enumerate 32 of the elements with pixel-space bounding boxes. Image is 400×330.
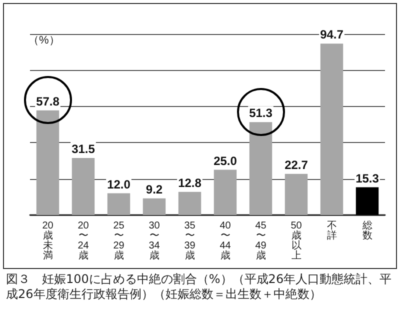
bar [178, 192, 202, 215]
x-tick-label: 45〜49歳 [255, 220, 267, 262]
data-label: 22.7 [284, 158, 308, 172]
x-tick-label: 50歳以上 [290, 220, 302, 262]
x-tick-label: 30〜34歳 [148, 220, 160, 262]
bar [320, 44, 344, 215]
data-label: 9.2 [146, 182, 163, 196]
bar [356, 187, 379, 215]
bar [36, 110, 60, 215]
text: 図３ 妊娠100に占める中絶の割合（%）（平成26年人口動態統計、平成26年度衛生行政報告例）（妊娠総数＝出生数＋中絶数） [6, 272, 393, 302]
bar [214, 170, 237, 215]
x-tick-label: 25〜29歳 [113, 220, 125, 262]
data-label: 12.0 [107, 177, 131, 192]
data-label: 25.0 [214, 154, 238, 168]
bar [284, 174, 308, 215]
bar [107, 193, 130, 215]
bar [249, 122, 272, 215]
data-label: 15.3 [356, 171, 380, 186]
x-tick-label: 35〜39歳 [184, 220, 196, 262]
y-axis-title: （%） [28, 34, 60, 46]
x-tick-label: 20歳未満 [42, 220, 54, 262]
x-tick-label: 不詳 [326, 220, 337, 242]
x-tick-label: 総数 [361, 220, 372, 242]
x-tick-label: 20〜24歳 [78, 220, 90, 262]
x-tick-label: 40〜44歳 [220, 220, 232, 262]
data-label: 31.5 [72, 142, 96, 156]
data-label: 12.8 [178, 176, 202, 190]
data-label: 94.7 [320, 28, 344, 42]
data-label: 51.3 [249, 106, 273, 120]
bar [72, 158, 95, 215]
bar [142, 198, 166, 215]
data-label: 57.8 [36, 94, 60, 108]
